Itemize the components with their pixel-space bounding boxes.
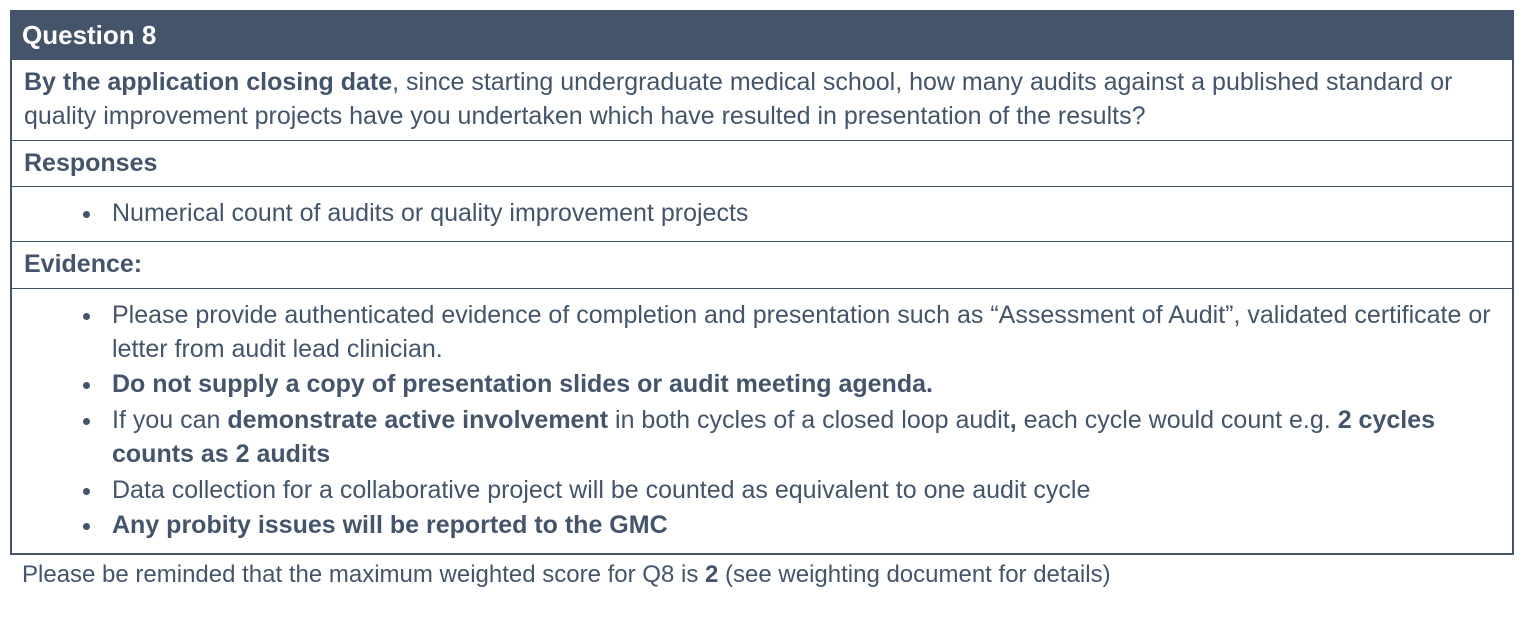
footnote: Please be reminded that the maximum weig… (22, 561, 1514, 589)
evidence-items-row: Please provide authenticated evidence of… (11, 288, 1513, 554)
text-run: demonstrate active involvement (227, 406, 608, 434)
footnote-bold: 2 (705, 561, 718, 588)
question-prompt-cell: By the application closing date, since s… (11, 60, 1513, 141)
responses-items-row: Numerical count of audits or quality imp… (11, 187, 1513, 242)
question-header-row: Question 8 (11, 11, 1513, 60)
question-title: Question 8 (22, 20, 156, 50)
responses-label-row: Responses (11, 140, 1513, 187)
text-run: Any probity issues will be reported to t… (112, 511, 668, 539)
footnote-pre: Please be reminded that the maximum weig… (22, 561, 705, 588)
responses-label: Responses (11, 140, 1513, 187)
list-item: If you can demonstrate active involvemen… (104, 404, 1500, 472)
question-title-cell: Question 8 (11, 11, 1513, 60)
text-run: Do not supply a copy of presentation sli… (112, 370, 933, 398)
text-run: in both cycles of a closed loop audit (608, 406, 1010, 434)
footnote-post: (see weighting document for details) (718, 561, 1110, 588)
evidence-label: Evidence: (11, 242, 1513, 289)
evidence-label-row: Evidence: (11, 242, 1513, 289)
text-run: , (1010, 406, 1017, 434)
text-run: Data collection for a collaborative proj… (112, 476, 1090, 504)
text-run: If you can (112, 406, 227, 434)
evidence-items-cell: Please provide authenticated evidence of… (11, 288, 1513, 554)
evidence-list: Please provide authenticated evidence of… (24, 299, 1500, 543)
text-run: Please provide authenticated evidence of… (112, 301, 1491, 363)
question-table: Question 8 By the application closing da… (10, 10, 1514, 555)
list-item: Numerical count of audits or quality imp… (104, 197, 1500, 231)
text-run: each cycle would count e.g. (1017, 406, 1338, 434)
list-item: Do not supply a copy of presentation sli… (104, 368, 1500, 402)
question-prompt-row: By the application closing date, since s… (11, 60, 1513, 141)
responses-list: Numerical count of audits or quality imp… (24, 197, 1500, 231)
list-item: Please provide authenticated evidence of… (104, 299, 1500, 367)
responses-items-cell: Numerical count of audits or quality imp… (11, 187, 1513, 242)
list-item: Any probity issues will be reported to t… (104, 509, 1500, 543)
question-prompt-bold: By the application closing date (24, 68, 392, 96)
list-item: Data collection for a collaborative proj… (104, 474, 1500, 508)
